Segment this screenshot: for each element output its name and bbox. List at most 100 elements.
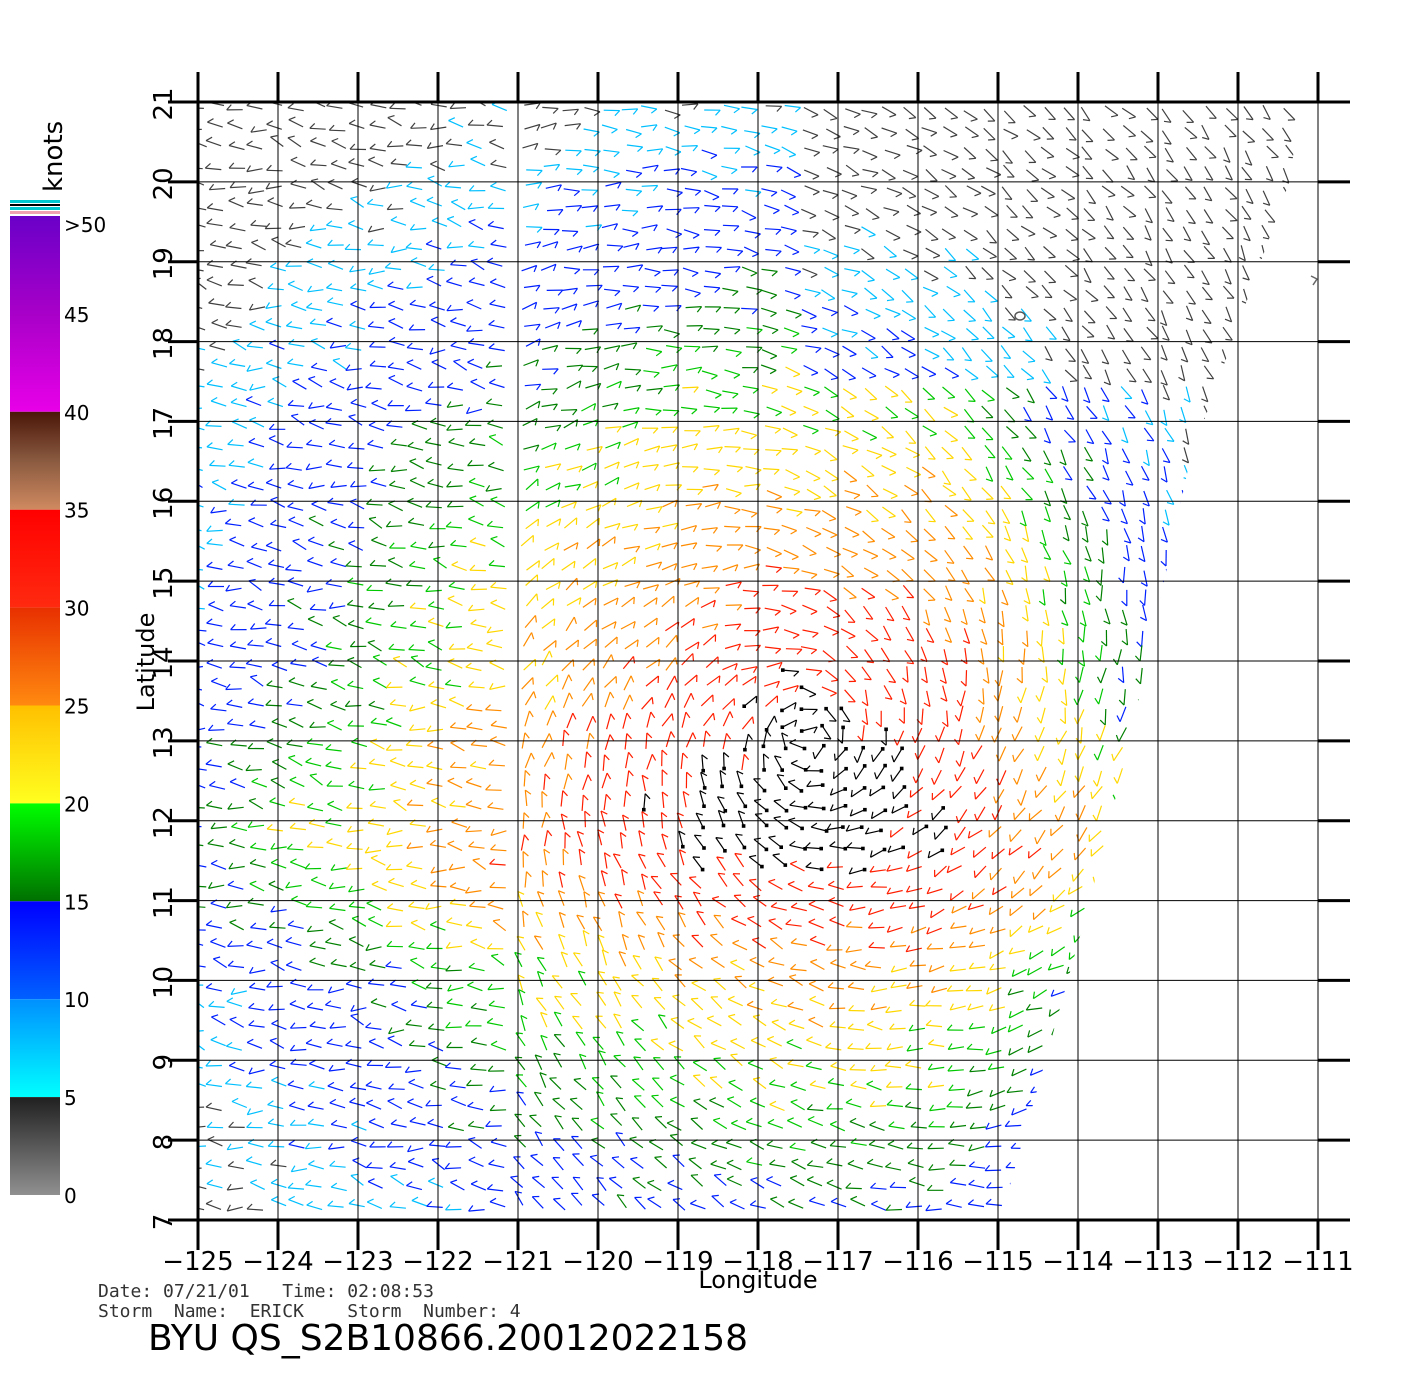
wind-vector xyxy=(1028,233,1036,237)
wind-vector xyxy=(187,564,192,569)
wind-vector xyxy=(1260,288,1267,304)
wind-vector xyxy=(1160,310,1168,326)
wind-vector xyxy=(944,639,952,643)
wind-vector xyxy=(290,159,306,168)
wind-vector xyxy=(230,744,247,747)
wind-vector xyxy=(542,106,559,110)
wind-vector xyxy=(605,793,612,800)
wind-vector xyxy=(1144,208,1153,223)
wind-vector xyxy=(1160,357,1168,361)
wind-vector xyxy=(386,525,403,528)
wind-vector xyxy=(425,243,442,250)
wind-vector xyxy=(861,226,876,236)
wind-vector xyxy=(206,622,223,627)
wind-vector xyxy=(522,203,539,208)
wind-vector xyxy=(1282,167,1290,184)
wind-vector xyxy=(554,241,559,249)
wind-vector xyxy=(633,597,635,605)
wind-vector xyxy=(251,777,259,783)
wind-vector xyxy=(427,381,434,388)
wind-vector-dot xyxy=(701,768,705,773)
wind-vector xyxy=(872,172,879,178)
wind-vector xyxy=(773,799,781,802)
wind-vector xyxy=(822,189,839,196)
wind-vector xyxy=(1307,311,1309,327)
wind-vector xyxy=(325,937,332,943)
wind-vector xyxy=(743,753,750,760)
wind-vector xyxy=(409,724,415,731)
wind-vector xyxy=(198,424,205,431)
wind-vector xyxy=(1116,809,1125,825)
wind-vector xyxy=(712,896,720,900)
wind-vector xyxy=(890,416,898,419)
wind-vector xyxy=(1305,242,1312,243)
wind-vector xyxy=(743,563,760,569)
wind-vector xyxy=(644,793,651,800)
wind-vector-dot xyxy=(944,825,948,830)
wind-vector xyxy=(310,644,327,651)
wind-vector xyxy=(523,812,530,819)
wind-vector xyxy=(1141,768,1147,785)
wind-vector-dot xyxy=(761,744,766,749)
wind-vector xyxy=(921,366,937,375)
wind-vector xyxy=(988,826,1002,838)
wind-vector xyxy=(1309,162,1316,163)
wind-vector xyxy=(887,846,904,853)
wind-vector xyxy=(703,634,716,646)
wind-vector xyxy=(766,505,783,510)
wind-vector xyxy=(1155,936,1158,944)
wind-vector xyxy=(949,945,966,949)
wind-vector xyxy=(226,699,233,705)
wind-vector xyxy=(1164,427,1175,442)
wind-vector xyxy=(717,872,728,887)
wind-vector xyxy=(348,223,364,231)
wind-vector xyxy=(267,397,275,403)
wind-vector xyxy=(445,969,462,972)
wind-vector xyxy=(447,777,455,782)
wind-vector xyxy=(991,214,999,218)
wind-vector xyxy=(926,640,934,643)
wind-vector-dot xyxy=(762,788,767,793)
wind-vector xyxy=(868,337,876,342)
wind-vector xyxy=(735,266,741,273)
wind-vector xyxy=(466,647,483,652)
wind-vector xyxy=(430,866,436,874)
wind-vector xyxy=(705,501,721,508)
wind-vector xyxy=(1025,339,1033,342)
wind-vector xyxy=(668,958,676,961)
wind-vector xyxy=(990,159,998,162)
wind-vector xyxy=(1259,256,1267,262)
wind-vector xyxy=(781,146,796,156)
wind-vector xyxy=(582,328,599,331)
wind-vector xyxy=(266,482,282,489)
wind-vector xyxy=(582,794,589,801)
wind-vector xyxy=(1008,278,1017,282)
wind-vector xyxy=(1065,319,1073,322)
wind-vector xyxy=(694,246,700,254)
wind-vector xyxy=(1026,169,1040,181)
wind-vector xyxy=(469,438,476,444)
wind-vector xyxy=(189,380,195,384)
wind-vector xyxy=(921,678,928,684)
wind-vector xyxy=(1224,318,1232,323)
wind-vector xyxy=(1186,147,1198,161)
wind-vector xyxy=(250,627,267,630)
wind-vector xyxy=(206,442,213,448)
wind-vector xyxy=(971,213,978,218)
wind-vector xyxy=(1265,165,1274,182)
wind-vector xyxy=(290,183,307,189)
wind-vector xyxy=(408,644,415,650)
wind-vector xyxy=(1121,508,1128,524)
wind-vector xyxy=(325,748,342,752)
wind-vector xyxy=(1081,537,1089,543)
wind-vector xyxy=(680,618,695,628)
wind-vector xyxy=(288,797,295,803)
wind-vector xyxy=(369,301,375,308)
wind-vector xyxy=(1282,221,1291,225)
wind-vector xyxy=(766,490,782,498)
wind-vector xyxy=(228,162,235,169)
wind-vector xyxy=(941,470,952,485)
wind-vector xyxy=(844,609,856,623)
wind-vector xyxy=(1295,637,1300,645)
wind-vector xyxy=(264,222,271,229)
